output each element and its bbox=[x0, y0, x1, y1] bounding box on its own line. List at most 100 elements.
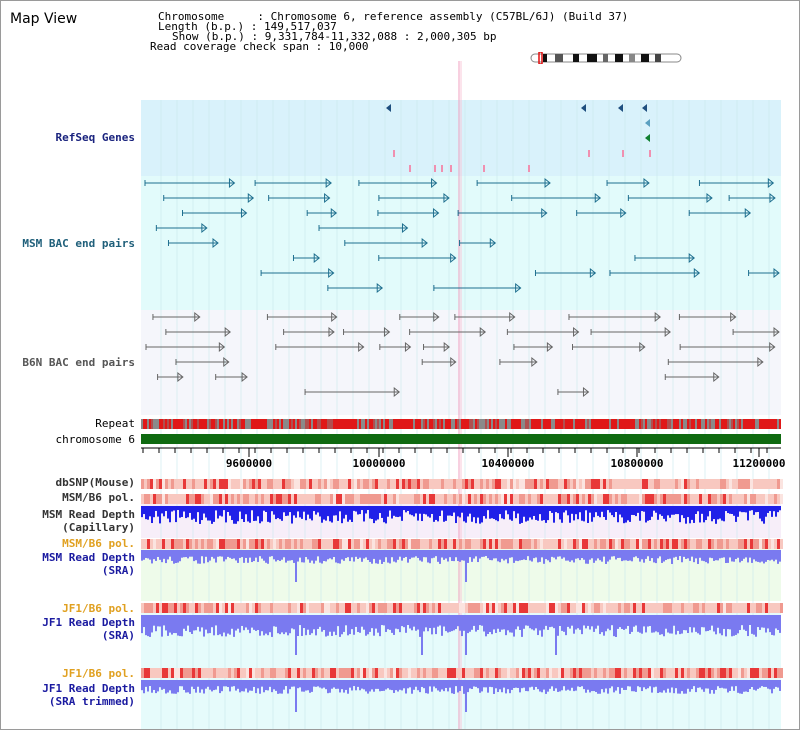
dbsnp-strip bbox=[168, 479, 171, 489]
repeat-segment bbox=[141, 419, 143, 429]
jf1-b6-pol-strip bbox=[198, 603, 201, 613]
repeat-segment bbox=[371, 419, 373, 429]
jf1-b6-pol-strip-2 bbox=[165, 668, 168, 678]
jf1-trimmed-depth-bar bbox=[567, 680, 569, 690]
jf1-sra-depth-bar bbox=[515, 615, 517, 630]
jf1-b6-pol-strip-2 bbox=[699, 668, 702, 678]
repeat-segment bbox=[303, 419, 305, 429]
jf1-trimmed-depth-bar bbox=[623, 680, 625, 690]
repeat-segment bbox=[497, 419, 499, 429]
msm-b6-pol-strip bbox=[333, 494, 336, 504]
msm-depth-sra-sublabel: (SRA) bbox=[101, 564, 135, 577]
jf1-trimmed-depth-bar bbox=[517, 680, 519, 688]
msm-b6-pol-strip bbox=[528, 494, 531, 504]
capillary-depth-bar bbox=[181, 506, 183, 517]
msm-sra-depth-bar bbox=[765, 550, 767, 562]
capillary-depth-bar bbox=[453, 506, 455, 513]
repeat-segment bbox=[505, 419, 507, 429]
repeat-segment bbox=[643, 419, 645, 429]
jf1-b6-pol-strip-2 bbox=[594, 668, 597, 678]
msm-sra-depth-bar bbox=[509, 550, 511, 558]
jf1-sra-depth-bar bbox=[163, 615, 165, 626]
capillary-depth-bar bbox=[493, 506, 495, 519]
repeat-segment bbox=[161, 419, 163, 429]
msm-sra-depth-bar bbox=[357, 550, 359, 559]
capillary-depth-bar bbox=[295, 506, 297, 518]
refseq-exon-mark bbox=[393, 150, 395, 157]
repeat-segment bbox=[167, 419, 169, 429]
repeat-segment bbox=[539, 419, 541, 429]
jf1-b6-pol-strip bbox=[558, 603, 561, 613]
jf1-trimmed-depth-bar bbox=[257, 680, 259, 689]
jf1-b6-pol-strip-2 bbox=[438, 668, 441, 678]
capillary-depth-bar bbox=[515, 506, 517, 519]
repeat-segment bbox=[543, 419, 545, 429]
jf1-trimmed-depth-bar bbox=[743, 680, 745, 692]
jf1-sra-depth-bar bbox=[415, 615, 417, 631]
jf1-sra-depth-bar bbox=[155, 615, 157, 632]
jf1-sra-depth-bar bbox=[265, 615, 267, 634]
jf1-trimmed-depth-bar bbox=[667, 680, 669, 689]
jf1-trimmed-depth-bar bbox=[219, 680, 221, 694]
jf1-trimmed-depth-bar bbox=[639, 680, 641, 688]
dbsnp-strip bbox=[333, 479, 336, 489]
msm-b6-pol-strip bbox=[540, 494, 543, 504]
jf1-sra-depth-bar bbox=[611, 615, 613, 626]
repeat-segment bbox=[313, 419, 315, 429]
capillary-depth-bar bbox=[363, 506, 365, 522]
dbsnp-strip bbox=[435, 479, 438, 489]
jf1-b6-pol-strip-2 bbox=[435, 668, 438, 678]
repeat-segment bbox=[461, 419, 463, 429]
msm-b6-pol-strip-2 bbox=[228, 539, 231, 549]
chromosome-ideogram[interactable] bbox=[529, 52, 685, 64]
jf1-sra-depth-bar bbox=[595, 615, 597, 629]
capillary-depth-bar bbox=[705, 506, 707, 521]
jf1-b6-pol-strip-2 bbox=[567, 668, 570, 678]
jf1-trimmed-depth-bar bbox=[155, 680, 157, 694]
capillary-depth-bar bbox=[755, 506, 757, 513]
msm-sra-depth-bar bbox=[553, 550, 555, 558]
repeat-segment bbox=[779, 419, 781, 429]
msm-sra-depth-bar bbox=[471, 550, 473, 562]
jf1-b6-pol-strip bbox=[342, 603, 345, 613]
capillary-depth-bar bbox=[521, 506, 523, 523]
capillary-depth-bar bbox=[677, 506, 679, 515]
jf1-b6-pol-strip bbox=[300, 603, 303, 613]
jf1-trimmed-depth-bar bbox=[673, 680, 675, 694]
repeat-segment bbox=[389, 419, 391, 429]
jf1-b6-pol-strip bbox=[501, 603, 504, 613]
msm-sra-depth-bar bbox=[289, 550, 291, 561]
msm-sra-depth-bar bbox=[523, 550, 525, 560]
b6n-bac-pair-arrow bbox=[773, 326, 780, 338]
jf1-sra-depth-bar bbox=[407, 615, 409, 626]
dbsnp-strip bbox=[672, 479, 675, 489]
jf1-trimmed-depth-bar bbox=[439, 680, 441, 692]
msm-b6-pol-strip-2 bbox=[474, 539, 477, 549]
capillary-depth-bar bbox=[171, 506, 173, 512]
jf1-sra-depth-bar bbox=[343, 615, 345, 632]
msm-b6-pol-strip-2 bbox=[495, 539, 498, 549]
capillary-depth-bar bbox=[259, 506, 261, 524]
repeat-segment bbox=[621, 419, 623, 429]
msm-b6-pol-strip-2 bbox=[357, 539, 360, 549]
jf1-b6-pol-strip bbox=[423, 603, 426, 613]
jf1-b6-pol-strip bbox=[315, 603, 318, 613]
refseq-exon-mark bbox=[441, 165, 443, 172]
capillary-depth-bar bbox=[621, 506, 623, 518]
jf1-sra-depth-bar bbox=[559, 615, 561, 627]
msm-b6-pol-strip bbox=[285, 494, 288, 504]
capillary-depth-bar bbox=[483, 506, 485, 517]
msm-sra-depth-bar bbox=[599, 550, 601, 561]
jf1-b6-pol-strip-2 bbox=[444, 668, 447, 678]
repeat-segment bbox=[441, 419, 443, 429]
dbsnp-strip bbox=[342, 479, 345, 489]
capillary-depth-bar bbox=[567, 506, 569, 516]
jf1-trimmed-depth-bar bbox=[183, 680, 185, 690]
jf1-b6-pol-strip bbox=[264, 603, 267, 613]
jf1-sra-depth-bar bbox=[579, 615, 581, 630]
msm-sra-depth-bar bbox=[515, 550, 517, 561]
jf1-trimmed-depth-bar bbox=[687, 680, 689, 689]
msm-b6-pol-strip bbox=[360, 494, 363, 504]
jf1-trimmed-depth-bar bbox=[201, 680, 203, 690]
